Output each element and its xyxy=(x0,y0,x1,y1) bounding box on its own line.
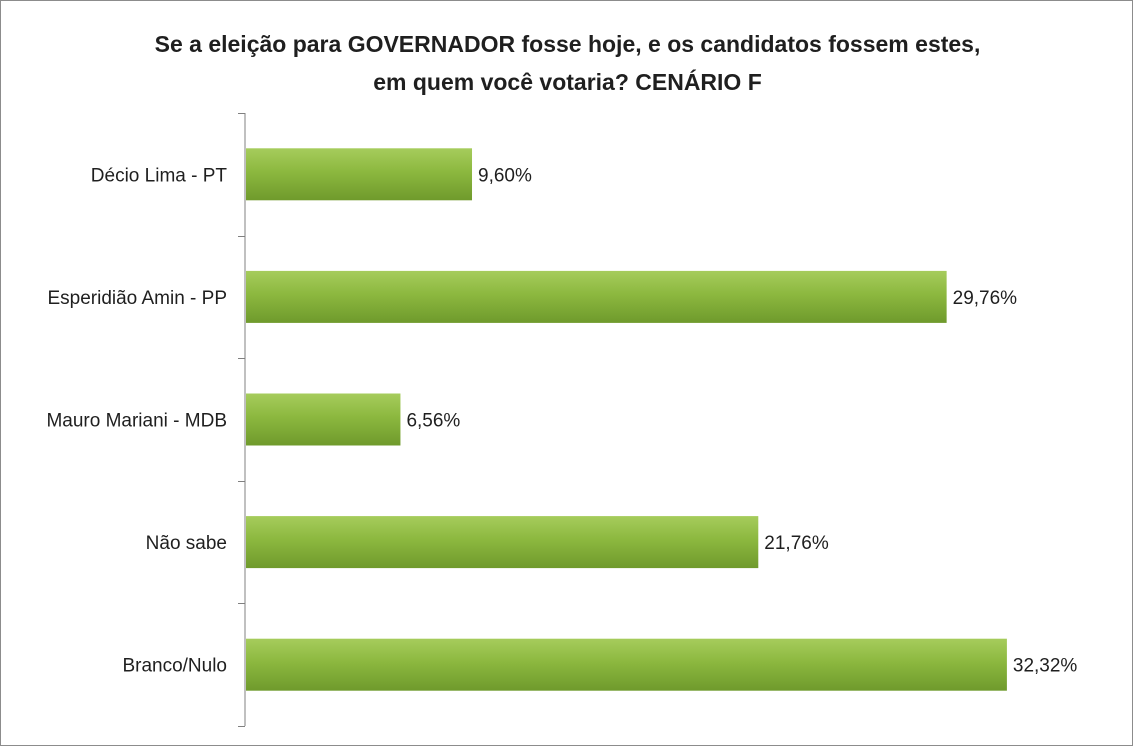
category-label: Não sabe xyxy=(146,533,227,554)
data-label: 32,32% xyxy=(1013,656,1078,677)
bar xyxy=(246,516,759,569)
data-label: 9,60% xyxy=(478,165,532,186)
bar xyxy=(246,393,401,446)
category-label: Décio Lima - PT xyxy=(91,165,228,186)
bar xyxy=(246,638,1007,691)
data-label: 6,56% xyxy=(406,411,460,432)
category-label: Esperidião Amin - PP xyxy=(47,288,227,309)
bar xyxy=(246,270,947,323)
chart-title-line-1: Se a eleição para GOVERNADOR fosse hoje,… xyxy=(154,31,981,57)
data-label: 29,76% xyxy=(953,288,1018,309)
chart-title: Se a eleição para GOVERNADOR fosse hoje,… xyxy=(1,25,1133,101)
category-label: Branco/Nulo xyxy=(122,656,227,677)
data-label: 21,76% xyxy=(764,533,829,554)
bar xyxy=(246,148,473,201)
category-label: Mauro Mariani - MDB xyxy=(46,411,227,432)
chart-title-line-2: em quem você votaria? CENÁRIO F xyxy=(373,69,762,95)
